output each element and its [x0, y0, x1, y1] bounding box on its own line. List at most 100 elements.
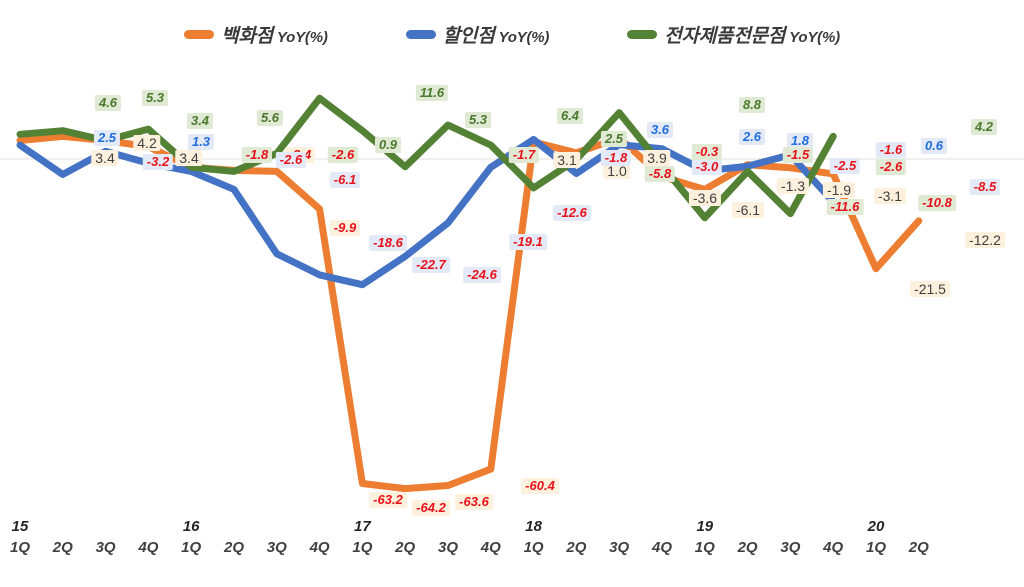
x-tick-quarter: 3Q — [95, 539, 116, 556]
data-label-electronics_store-7: 11.6 — [415, 85, 449, 101]
data-label-discount_store-5: -6.1 — [329, 172, 361, 188]
data-label-department_store-1: 4.2 — [133, 135, 161, 151]
x-tick-9: .2Q — [395, 518, 415, 556]
data-label-electronics_store-19: 4.2 — [970, 119, 998, 135]
legend-item-label: 할인점 YoY(%) — [442, 25, 550, 47]
x-tick-quarter: 1Q — [865, 539, 887, 556]
data-label-electronics_store-14: 8.8 — [738, 97, 766, 113]
x-tick-12: 18 1Q — [524, 518, 544, 556]
x-tick-quarter: 3Q — [780, 539, 801, 556]
x-tick-quarter: 2Q — [52, 539, 73, 556]
series-lines — [16, 94, 923, 493]
plot-area: 3.44.23.4-1.8-2.4-2.6-9.9-63.2-64.2-63.6… — [0, 58, 1024, 518]
data-label-electronics_store-8: 5.3 — [464, 112, 492, 128]
x-tick-year: 17 — [354, 518, 371, 535]
data-label-discount_store-9: -19.1 — [509, 234, 547, 250]
data-label-electronics_store-3: 5.6 — [256, 110, 284, 126]
legend-item-jeonja[interactable]: 전자제품전문점 YoY(%) — [627, 21, 840, 48]
x-tick-20: 20 1Q — [866, 518, 886, 556]
x-tick-3: .4Q — [138, 518, 158, 556]
data-label-discount_store-6: -18.6 — [369, 235, 407, 251]
data-label-department_store-8: -63.2 — [369, 492, 407, 508]
data-label-electronics_store-4: -1.8 — [241, 147, 273, 163]
data-label-discount_store-0: 2.5 — [93, 130, 121, 146]
data-label-electronics_store-2: 3.4 — [186, 113, 214, 129]
x-tick-6: .3Q — [267, 518, 287, 556]
data-label-discount_store-15: 1.8 — [786, 133, 814, 149]
x-tick-quarter: 4Q — [823, 539, 844, 556]
legend-swatch-icon — [627, 29, 658, 39]
x-tick-quarter: 2Q — [908, 539, 929, 556]
data-label-electronics_store-15: -1.5 — [782, 147, 814, 163]
data-label-department_store-12: 3.1 — [553, 152, 581, 168]
x-tick-8: 17 1Q — [352, 518, 372, 556]
x-tick-year: 18 — [525, 518, 542, 535]
x-tick-10: .3Q — [438, 518, 458, 556]
x-tick-quarter: 1Q — [9, 539, 31, 556]
x-tick-14: .3Q — [609, 518, 629, 556]
data-label-department_store-15: -3.6 — [688, 190, 722, 206]
legend-item-label: 백화점 YoY(%) — [221, 25, 328, 47]
x-axis: 151Q.2Q.3Q.4Q161Q.2Q.3Q.4Q171Q.2Q.3Q.4Q1… — [0, 518, 1024, 587]
data-label-department_store-10: -63.6 — [455, 494, 493, 510]
data-label-electronics_store-1: 5.3 — [141, 90, 169, 106]
x-tick-19: .4Q — [823, 518, 843, 556]
x-tick-year: 15 — [11, 518, 29, 535]
x-tick-quarter: 4Q — [480, 539, 501, 556]
data-label-department_store-0: 3.4 — [91, 150, 119, 166]
legend-swatch-icon — [184, 29, 215, 39]
data-label-department_store-11: -60.4 — [521, 478, 559, 494]
x-tick-quarter: 1Q — [352, 539, 373, 556]
data-label-discount_store-10: -12.6 — [553, 205, 591, 221]
data-label-discount_store-2: 1.3 — [187, 134, 215, 150]
data-label-department_store-20: -21.5 — [910, 281, 950, 297]
data-label-discount_store-7: -22.7 — [412, 257, 450, 273]
data-label-electronics_store-0: 4.6 — [94, 95, 122, 111]
data-label-discount_store-13: -3.0 — [691, 159, 723, 175]
data-label-electronics_store-13: -0.3 — [691, 144, 723, 160]
data-label-discount_store-18: 0.6 — [920, 138, 948, 154]
x-tick-0: 15 1Q — [10, 518, 30, 556]
x-tick-quarter: 4Q — [309, 539, 330, 556]
x-tick-quarter: 4Q — [138, 539, 159, 556]
x-tick-quarter: 2Q — [223, 539, 245, 556]
legend-item-halinjeom[interactable]: 할인점 YoY(%) — [405, 21, 550, 48]
legend-item-unit: YoY(%) — [785, 28, 840, 46]
x-tick-quarter: 3Q — [437, 539, 459, 556]
x-tick-7: .4Q — [310, 518, 330, 556]
x-tick-2: .3Q — [96, 518, 116, 556]
x-tick-quarter: 1Q — [694, 539, 715, 556]
data-label-department_store-2: 3.4 — [175, 150, 203, 166]
data-label-discount_store-14: 2.6 — [738, 129, 766, 145]
x-tick-quarter: 2Q — [566, 539, 587, 556]
data-label-discount_store-4: -2.6 — [275, 152, 307, 168]
chart-legend: 백화점 YoY(%) 할인점 YoY(%) 전자제품전문점 YoY(%) — [0, 14, 1024, 54]
data-label-electronics_store-10: 6.4 — [556, 108, 584, 124]
x-tick-1: .2Q — [53, 518, 73, 556]
data-label-discount_store-12: 3.6 — [646, 122, 674, 138]
data-label-electronics_store-5: -2.6 — [327, 147, 359, 163]
x-tick-quarter: 2Q — [737, 539, 758, 556]
legend-item-unit: YoY(%) — [494, 28, 550, 46]
x-tick-11: .4Q — [481, 518, 501, 556]
legend-item-unit: YoY(%) — [272, 28, 328, 46]
x-tick-quarter: 3Q — [266, 539, 287, 556]
legend-item-baekhwajeom[interactable]: 백화점 YoY(%) — [184, 21, 328, 48]
x-tick-15: .4Q — [652, 518, 672, 556]
x-tick-4: 16 1Q — [181, 518, 201, 556]
data-label-electronics_store-16: -11.6 — [826, 199, 864, 215]
data-label-discount_store-11: -1.8 — [600, 150, 632, 166]
data-label-department_store-17: -1.3 — [776, 178, 810, 194]
x-tick-year: 16 — [182, 518, 200, 535]
x-tick-quarter: 1Q — [523, 539, 544, 556]
x-tick-16: 19 1Q — [695, 518, 715, 556]
x-tick-21: .2Q — [909, 518, 929, 556]
data-label-department_store-21: -12.2 — [965, 232, 1005, 248]
x-tick-5: .2Q — [224, 518, 244, 556]
data-label-electronics_store-9: -1.7 — [508, 147, 540, 163]
legend-swatch-icon — [405, 29, 436, 39]
data-label-electronics_store-18: -10.8 — [918, 195, 956, 211]
x-tick-year: 20 — [867, 518, 885, 535]
x-tick-year: 19 — [696, 518, 714, 535]
